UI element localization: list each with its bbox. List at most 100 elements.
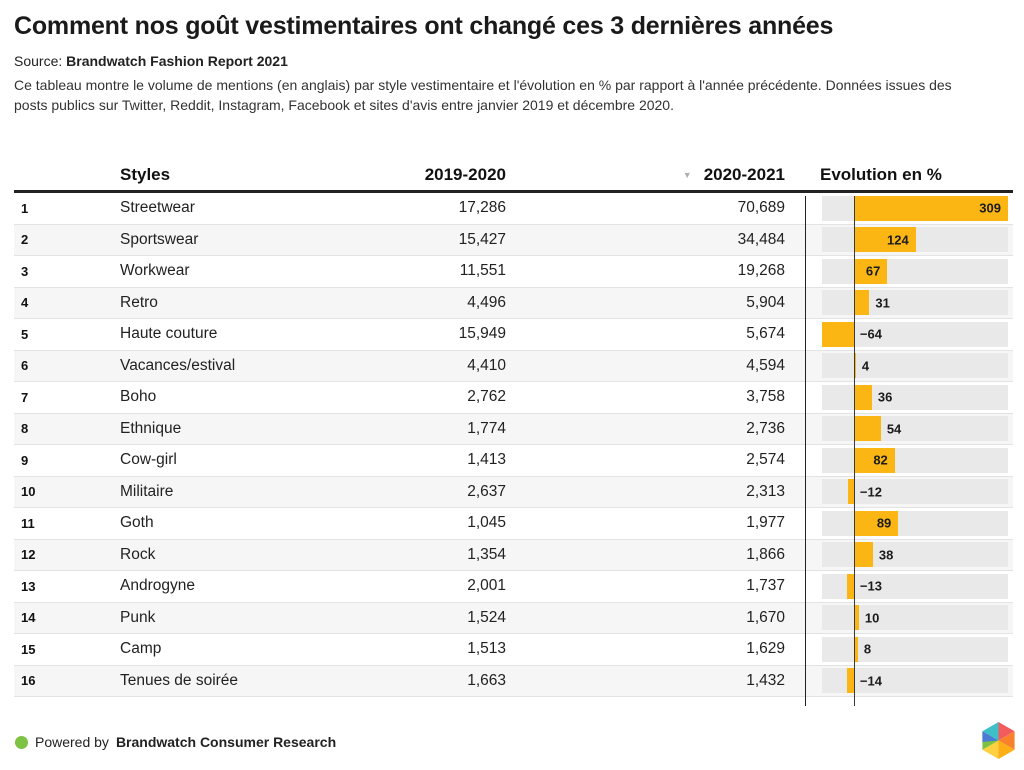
evolution-cell: 38 (805, 540, 1013, 571)
mentions-2020-2021-cell: 1,866 (746, 545, 785, 563)
evolution-bar-track: −12 (822, 479, 1008, 505)
page-title: Comment nos goût vestimentaires ont chan… (14, 12, 834, 40)
rank-cell: 12 (21, 547, 36, 563)
evolution-bar-track: 309 (822, 195, 1008, 221)
header-2020-2021[interactable]: ▼ 2020-2021 (520, 165, 805, 185)
mentions-2020-2021-cell: 3,758 (746, 388, 785, 406)
evolution-bar-track: −14 (822, 668, 1008, 694)
mentions-2019-2020-cell: 2,762 (467, 388, 506, 406)
style-cell: Goth (120, 514, 154, 532)
mentions-2020-2021-cell: 2,736 (746, 419, 785, 437)
header-styles[interactable]: Styles (120, 164, 171, 184)
mentions-2020-2021-cell: 34,484 (737, 230, 785, 248)
mentions-2019-2020-cell: 2,637 (467, 482, 506, 500)
style-cell: Streetwear (120, 199, 195, 217)
mentions-2019-2020-cell: 1,413 (467, 451, 506, 469)
table-body: 1 Streetwear 17,286 70,689 309 2 Sportswear 15,… (14, 193, 1013, 698)
evolution-bar (853, 510, 899, 536)
evolution-cell: 36 (805, 382, 1013, 413)
rank-cell: 7 (21, 389, 29, 405)
mentions-2020-2021-cell: 1,977 (746, 514, 785, 532)
sort-desc-icon: ▼ (682, 169, 692, 180)
table-row: 2 Sportswear 15,427 34,484 124 (14, 224, 1013, 257)
brandwatch-dot-icon (15, 735, 28, 749)
evolution-cell: 309 (805, 193, 1013, 224)
evolution-bar-track: 82 (822, 447, 1008, 473)
evolution-bar (846, 668, 854, 694)
mentions-2020-2021-cell: 4,594 (746, 356, 785, 374)
evolution-bar (853, 384, 872, 410)
evolution-bar (847, 573, 854, 599)
style-cell: Camp (120, 640, 162, 658)
evolution-cell: 4 (805, 351, 1013, 382)
evolution-bar (853, 195, 1008, 221)
mentions-2019-2020-cell: 11,551 (459, 262, 506, 280)
style-cell: Tenues de soirée (120, 671, 239, 689)
style-cell: Rock (120, 545, 156, 563)
table-row: 15 Camp 1,513 1,629 8 (14, 634, 1013, 666)
mentions-2020-2021-cell: 70,689 (737, 199, 785, 217)
table-row: 12 Rock 1,354 1,866 38 (14, 539, 1013, 572)
rank-cell: 2 (21, 232, 29, 248)
evolution-bar-track: 4 (822, 353, 1008, 379)
powered-by-label: Powered by (35, 734, 109, 750)
evolution-bar-track: 31 (822, 290, 1008, 316)
style-cell: Sportswear (120, 230, 199, 248)
evolution-bar-track: 10 (822, 605, 1008, 631)
table-header-row: Styles 2019-2020 ▼ 2020-2021 Evolution en… (14, 159, 1013, 194)
header-evolution[interactable]: Evolution en % (820, 164, 942, 184)
mentions-2020-2021-cell: 5,904 (746, 293, 785, 311)
evolution-cell: 54 (805, 414, 1013, 445)
rank-cell: 13 (21, 578, 36, 594)
evolution-bar-track: 8 (822, 636, 1008, 662)
style-cell: Vacances/estival (120, 356, 236, 374)
mentions-2019-2020-cell: 17,286 (458, 199, 506, 217)
mentions-2020-2021-cell: 5,674 (746, 325, 785, 343)
table-row: 1 Streetwear 17,286 70,689 309 (14, 193, 1013, 225)
mentions-2019-2020-cell: 2,001 (467, 577, 506, 595)
evolution-bar (853, 605, 859, 631)
rank-cell: 5 (21, 326, 29, 342)
evolution-cell: 67 (805, 256, 1013, 287)
flourish-logo-icon[interactable] (982, 722, 1015, 759)
rank-cell: 6 (21, 358, 29, 374)
evolution-value-label: 89 (876, 515, 892, 531)
table-row: 16 Tenues de soirée 1,663 1,432 −14 (14, 665, 1013, 698)
table-row: 8 Ethnique 1,774 2,736 54 (14, 413, 1013, 446)
evolution-value-label: 8 (863, 641, 872, 657)
evolution-bar (853, 447, 895, 473)
evolution-value-label: −12 (859, 484, 882, 500)
style-cell: Punk (120, 608, 156, 626)
evolution-cell: −13 (805, 571, 1013, 602)
mentions-2019-2020-cell: 15,427 (458, 230, 506, 248)
evolution-cell: 89 (805, 508, 1013, 539)
brand-name[interactable]: Brandwatch Consumer Research (115, 734, 337, 750)
rank-cell: 9 (21, 452, 29, 468)
mentions-2020-2021-cell: 19,268 (737, 262, 785, 280)
mentions-2020-2021-cell: 1,629 (746, 640, 785, 658)
mentions-2019-2020-cell: 1,524 (467, 608, 506, 626)
evolution-value-label: 4 (861, 358, 870, 374)
evolution-bar-track: 124 (822, 227, 1008, 253)
mentions-2020-2021-cell: 1,670 (746, 608, 785, 626)
evolution-value-label: −14 (859, 673, 882, 689)
evolution-cell: −64 (805, 319, 1013, 350)
table-row: 9 Cow-girl 1,413 2,574 82 (14, 445, 1013, 477)
table-row: 4 Retro 4,496 5,904 31 (14, 287, 1013, 320)
rank-cell: 15 (21, 641, 36, 657)
evolution-value-label: −13 (859, 578, 882, 594)
evolution-value-label: 54 (886, 421, 902, 437)
mentions-2019-2020-cell: 15,949 (458, 325, 506, 343)
style-cell: Workwear (120, 262, 190, 280)
evolution-value-label: −64 (859, 326, 882, 342)
evolution-cell: 10 (805, 603, 1013, 634)
mentions-2020-2021-cell: 2,313 (746, 482, 785, 500)
source-line: Source: Brandwatch Fashion Report 2021 (14, 53, 1010, 69)
rank-cell: 1 (21, 200, 29, 216)
header-2019-2020[interactable]: 2019-2020 (424, 164, 506, 184)
evolution-value-label: 36 (877, 389, 893, 405)
evolution-bar (847, 479, 854, 505)
mentions-2019-2020-cell: 1,045 (467, 514, 506, 532)
evolution-bar-track: −13 (822, 573, 1008, 599)
evolution-bar-track: 38 (822, 542, 1008, 568)
